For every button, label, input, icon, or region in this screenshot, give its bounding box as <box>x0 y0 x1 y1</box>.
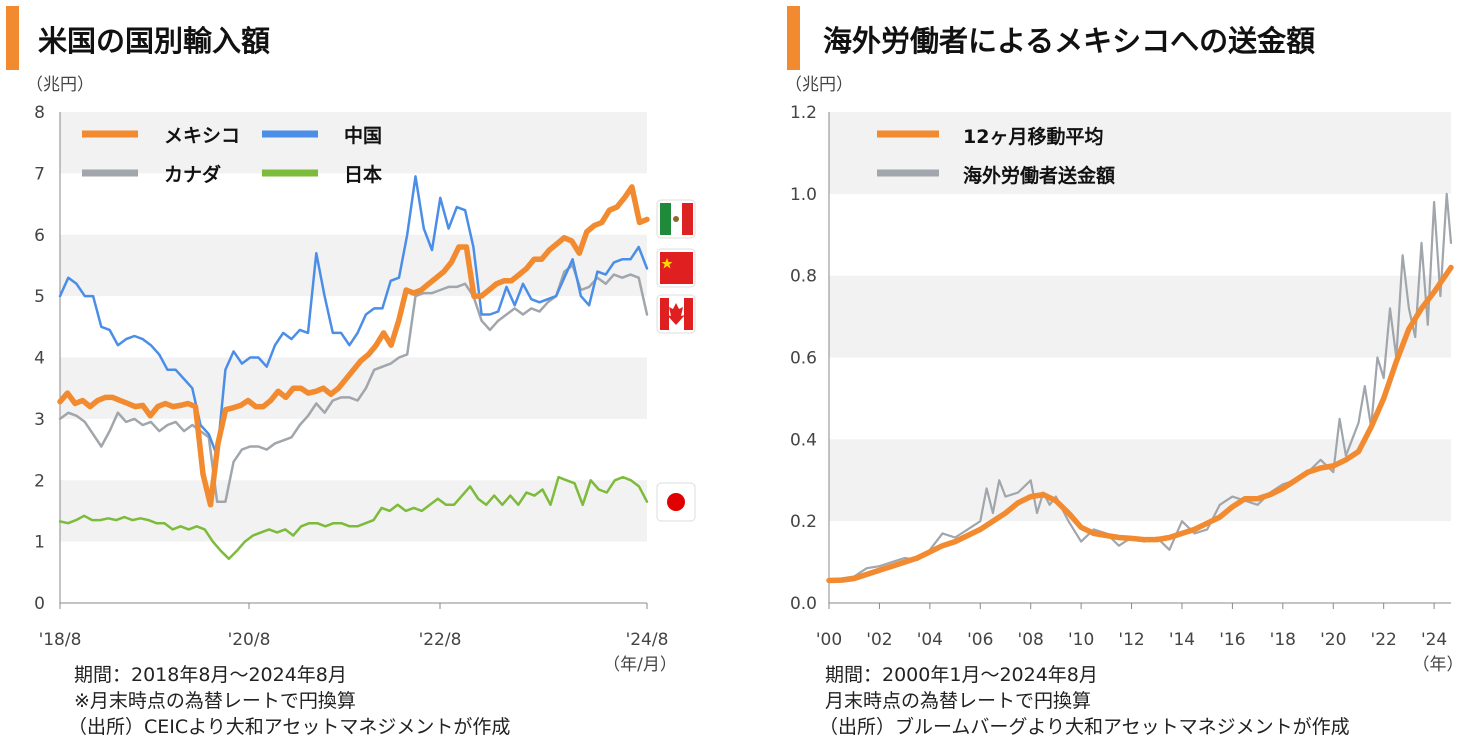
x-tick-label: '12 <box>1118 630 1144 650</box>
x-tick-label: '14 <box>1169 630 1195 650</box>
flag-star <box>661 258 673 269</box>
note-period: 期間：2018年8月～2024年8月 <box>74 664 347 686</box>
legend-label: 海外労働者送金額 <box>963 164 1115 187</box>
chart-remittances: 0.0 0.2 0.4 0.6 0.8 1.0 1.2 （兆円） '00 '02 '04 '06 '08… <box>785 75 1464 675</box>
series-line-mexico <box>57 184 650 508</box>
note-fx: ※月末時点の為替レートで円換算 <box>74 690 356 712</box>
flag-stripe <box>682 203 693 235</box>
series-line-moving-average <box>826 264 1454 584</box>
grid-band <box>60 480 647 542</box>
y-tick-label: 6 <box>34 226 45 246</box>
grid-band <box>60 234 647 297</box>
flag-field <box>660 252 693 284</box>
y-tick-label: 4 <box>34 349 45 369</box>
chart-notes: 期間：2000年1月～2024年8月 月末時点の為替レートで円換算 （出所）ブル… <box>819 662 1350 740</box>
x-tick-label: '22/8 <box>419 630 462 650</box>
legend-label: 中国 <box>344 124 382 147</box>
note-source: （出所）CEICより大和アセットマネジメントが作成 <box>68 716 511 738</box>
y-tick-label: 1.2 <box>790 103 817 123</box>
y-unit-label: （兆円） <box>26 75 94 95</box>
y-tick-label: 8 <box>34 103 45 123</box>
x-tick-label: '18 <box>1270 630 1296 650</box>
flag-emblem <box>673 216 679 222</box>
note-period: 期間：2000年1月～2024年8月 <box>825 664 1098 686</box>
x-tick-label: '08 <box>1018 630 1044 650</box>
legend-label: メキシコ <box>164 125 240 147</box>
maple-leaf-icon <box>667 303 685 325</box>
x-tick-label: '10 <box>1068 630 1094 650</box>
legend-label: 12ヶ月移動平均 <box>963 125 1103 148</box>
y-tick-label: 0 <box>34 594 45 614</box>
chart-title: 海外労働者によるメキシコへの送金額 <box>823 24 1316 58</box>
chart-panel-remittances: 海外労働者によるメキシコへの送金額 0.0 0.2 0.4 0.6 0.8 1.0 1.2 （… <box>735 0 1470 750</box>
chart-us-imports: 0 1 2 3 4 5 6 7 8 （兆円） '18/8 '20/8 '22/8 '24/8 （年/月） メ… <box>26 75 696 675</box>
y-tick-label: 5 <box>34 287 45 307</box>
x-axis-label: （年） <box>1413 655 1464 675</box>
grid-band <box>60 112 647 174</box>
y-tick-label: 3 <box>34 410 45 430</box>
series-line-japan <box>58 475 649 561</box>
x-tick-label: '00 <box>816 630 842 650</box>
accent-bar <box>787 6 800 70</box>
accent-bar <box>6 6 19 70</box>
series-line-canada <box>58 264 649 503</box>
x-tick-label: '18/8 <box>39 630 82 650</box>
legend-label: 日本 <box>344 163 382 186</box>
x-tick-label: '20 <box>1320 630 1346 650</box>
series-line-remittances <box>827 192 1453 582</box>
series-line-china <box>58 175 649 457</box>
chart-notes: 期間：2018年8月～2024年8月 ※月末時点の為替レートで円換算 （出所）C… <box>68 662 510 740</box>
y-tick-label: 2 <box>34 471 45 491</box>
chart-title: 米国の国別輸入額 <box>38 24 271 58</box>
note-source: （出所）ブルームバーグより大和アセットマネジメントが作成 <box>819 716 1350 738</box>
grid-band <box>829 112 1451 194</box>
y-tick-label: 0.6 <box>790 349 817 369</box>
x-tick-label: '06 <box>967 630 993 650</box>
y-tick-label: 1.0 <box>790 185 817 205</box>
chart-panel-us-imports: 米国の国別輸入額 0 1 2 3 4 5 6 7 8 （兆円） '18/8 '20/8 '22/8 '24… <box>6 6 696 740</box>
flag-stripe <box>660 203 671 235</box>
y-tick-label: 7 <box>34 164 45 184</box>
note-fx: 月末時点の為替レートで円換算 <box>825 690 1092 712</box>
y-unit-label: （兆円） <box>785 75 853 95</box>
y-tick-label: 0.2 <box>790 512 817 532</box>
flag-stripe <box>660 298 669 330</box>
x-tick-label: '20/8 <box>228 630 271 650</box>
y-tick-label: 0.4 <box>790 430 817 450</box>
x-tick-label: '04 <box>917 630 943 650</box>
x-axis-label: （年/月） <box>603 655 677 675</box>
x-tick-label: '24/8 <box>626 630 669 650</box>
y-tick-label: 0.8 <box>790 267 817 287</box>
x-tick-label: '24 <box>1421 630 1447 650</box>
grid-band <box>829 275 1451 358</box>
legend-label: カナダ <box>164 163 221 186</box>
flag-stripe <box>684 298 693 330</box>
x-tick-label: '16 <box>1219 630 1245 650</box>
y-tick-label: 1 <box>34 533 45 553</box>
x-tick-label: '02 <box>866 630 892 650</box>
x-tick-label: '22 <box>1371 630 1397 650</box>
y-tick-label: 0.0 <box>790 594 817 614</box>
flag-sun <box>667 493 685 511</box>
